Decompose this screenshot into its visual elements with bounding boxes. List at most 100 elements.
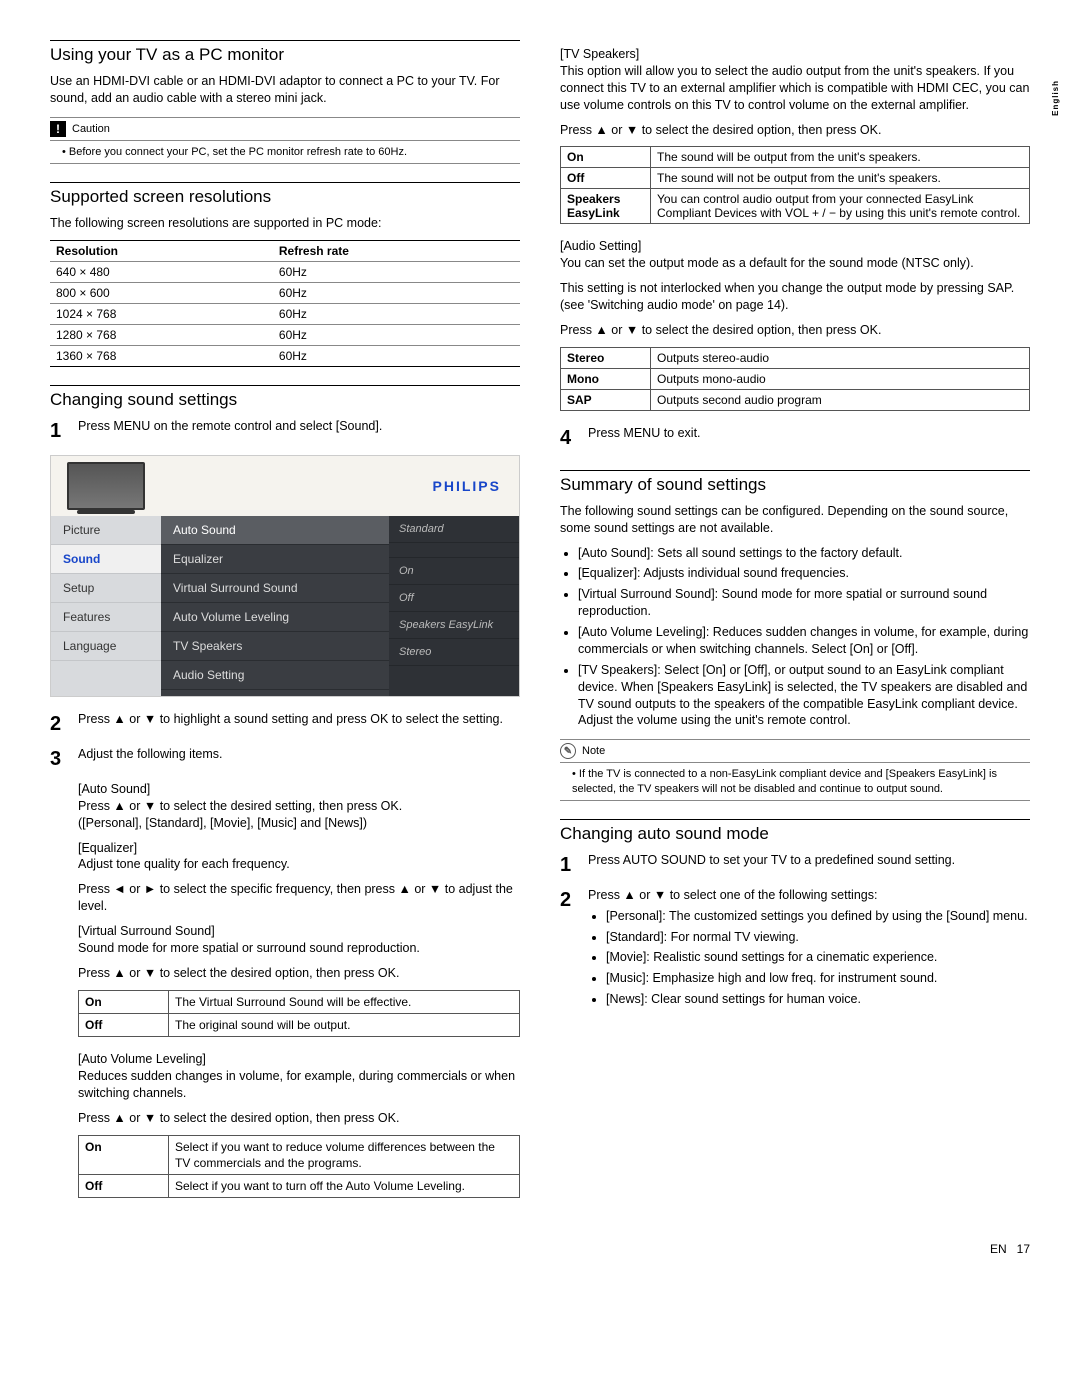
vss-table: OnThe Virtual Surround Sound will be eff…: [78, 990, 520, 1037]
page-columns: Using your TV as a PC monitor Use an HDM…: [50, 40, 1030, 1212]
step-1: 1Press MENU on the remote control and se…: [50, 418, 520, 445]
tv-speakers-table: OnThe sound will be output from the unit…: [560, 146, 1030, 224]
steps-list-cont: 2 Press ▲ or ▼ to highlight a sound setti…: [50, 711, 520, 773]
note-label: Note: [582, 745, 605, 757]
tv-submenu-item-selected: Auto Sound: [161, 516, 389, 545]
summary-intro: The following sound settings can be conf…: [560, 503, 1030, 537]
audio-setting-p2: This setting is not interlocked when you…: [560, 280, 1030, 314]
caution-header: ! Caution: [50, 118, 520, 141]
tv-speakers-p2: Press ▲ or ▼ to select the desired optio…: [560, 122, 1030, 139]
col-resolution: Resolution: [50, 240, 273, 261]
resolutions-intro: The following screen resolutions are sup…: [50, 215, 520, 232]
auto-step-1: 1Press AUTO SOUND to set your TV to a pr…: [560, 852, 1030, 879]
note-box: ✎ Note If the TV is connected to a non-E…: [560, 739, 1030, 801]
auto-options-list: [Personal]: The customized settings you …: [588, 908, 1030, 1008]
tv-menu-item: Language: [51, 632, 161, 661]
footer-page-number: 17: [1017, 1242, 1030, 1256]
list-item: [News]: Clear sound settings for human v…: [606, 991, 1030, 1008]
tv-speakers-section: [TV Speakers] This option will allow you…: [560, 46, 1030, 114]
table-row: SAPOutputs second audio program: [561, 389, 1030, 410]
list-item: [Movie]: Realistic sound settings for a …: [606, 949, 1030, 966]
tv-menu-screenshot: PHILIPS Picture Sound Setup Features Lan…: [50, 455, 520, 697]
resolutions-table: Resolution Refresh rate 640 × 48060Hz 80…: [50, 240, 520, 367]
avl-label: [Auto Volume Leveling]: [78, 1051, 520, 1068]
table-row: OnSelect if you want to reduce volume di…: [79, 1135, 520, 1174]
auto-step-2: 2 Press ▲ or ▼ to select one of the foll…: [560, 887, 1030, 1012]
step-2: 2 Press ▲ or ▼ to highlight a sound setti…: [50, 711, 520, 738]
step-number: 2: [50, 711, 68, 738]
list-item: [Auto Sound]: Sets all sound settings to…: [578, 545, 1030, 562]
auto-sound-p1: Press ▲ or ▼ to select the desired setti…: [78, 799, 402, 813]
note-icon: ✎: [560, 743, 576, 759]
step-number: 3: [50, 746, 68, 773]
list-item: [Music]: Emphasize high and low freq. fo…: [606, 970, 1030, 987]
col-refresh: Refresh rate: [273, 240, 520, 261]
heading-resolutions: Supported screen resolutions: [50, 182, 520, 207]
audio-setting-section: [Audio Setting] You can set the output m…: [560, 238, 1030, 272]
equalizer-p1: Adjust tone quality for each frequency.: [78, 857, 290, 871]
tv-left-menu: Picture Sound Setup Features Language: [51, 516, 161, 696]
heading-sound-settings: Changing sound settings: [50, 385, 520, 410]
brand-logo: PHILIPS: [433, 478, 501, 494]
table-row: OffThe sound will not be output from the…: [561, 168, 1030, 189]
table-row: 800 × 60060Hz: [50, 282, 520, 303]
tv-value: Standard: [389, 516, 519, 543]
vss-section: [Virtual Surround Sound] Sound mode for …: [78, 923, 520, 957]
step-body: Press ▲ or ▼ to select one of the follow…: [588, 887, 1030, 1012]
side-language-label: English: [1051, 80, 1060, 116]
caution-icon: !: [50, 121, 66, 137]
tv-submenu-item: Virtual Surround Sound: [161, 574, 389, 603]
avl-table: OnSelect if you want to reduce volume di…: [78, 1135, 520, 1199]
equalizer-p2: Press ◄ or ► to select the specific freq…: [78, 881, 520, 915]
tv-value: Off: [389, 585, 519, 612]
auto-sound-steps: 1Press AUTO SOUND to set your TV to a pr…: [560, 852, 1030, 1012]
table-row: 1360 × 76860Hz: [50, 345, 520, 366]
step-3: 3 Adjust the following items.: [50, 746, 520, 773]
tv-header: PHILIPS: [51, 456, 519, 516]
right-column: [TV Speakers] This option will allow you…: [560, 40, 1030, 1212]
tv-value: Speakers EasyLink: [389, 612, 519, 639]
step-4: 4Press MENU to exit.: [560, 425, 1030, 452]
avl-p2: Press ▲ or ▼ to select the desired optio…: [78, 1110, 520, 1127]
audio-setting-table: StereoOutputs stereo-audio MonoOutputs m…: [560, 347, 1030, 411]
table-row: StereoOutputs stereo-audio: [561, 347, 1030, 368]
step-number: 1: [50, 418, 68, 445]
tv-value: Stereo: [389, 639, 519, 666]
tv-thumbnail-icon: [67, 462, 145, 510]
table-row: OnThe Virtual Surround Sound will be eff…: [79, 990, 520, 1013]
avl-section: [Auto Volume Leveling] Reduces sudden ch…: [78, 1051, 520, 1102]
tv-mid-menu: Auto Sound Equalizer Virtual Surround So…: [161, 516, 389, 696]
tv-submenu-item: Auto Volume Leveling: [161, 603, 389, 632]
note-header: ✎ Note: [560, 740, 1030, 763]
list-item: [Virtual Surround Sound]: Sound mode for…: [578, 586, 1030, 620]
tv-menu-item: Features: [51, 603, 161, 632]
table-row: OnThe sound will be output from the unit…: [561, 147, 1030, 168]
table-row: 1280 × 76860Hz: [50, 324, 520, 345]
caution-box: ! Caution Before you connect your PC, se…: [50, 117, 520, 164]
tv-right-values: Standard On Off Speakers EasyLink Stereo: [389, 516, 519, 696]
tv-menu-item: Setup: [51, 574, 161, 603]
list-item: [Standard]: For normal TV viewing.: [606, 929, 1030, 946]
note-text: If the TV is connected to a non-EasyLink…: [560, 763, 1030, 800]
tv-body: Picture Sound Setup Features Language Au…: [51, 516, 519, 696]
table-row: OffThe original sound will be output.: [79, 1013, 520, 1036]
audio-setting-label: [Audio Setting]: [560, 238, 1030, 255]
tv-value: [389, 543, 519, 558]
footer-lang: EN: [990, 1242, 1007, 1256]
vss-p2: Press ▲ or ▼ to select the desired optio…: [78, 965, 520, 982]
tv-submenu-item: TV Speakers: [161, 632, 389, 661]
summary-list: [Auto Sound]: Sets all sound settings to…: [560, 545, 1030, 730]
step-4-list: 4Press MENU to exit.: [560, 425, 1030, 452]
table-row: OffSelect if you want to turn off the Au…: [79, 1174, 520, 1197]
step-text: Press ▲ or ▼ to highlight a sound settin…: [78, 711, 520, 738]
step-text: Adjust the following items.: [78, 746, 520, 773]
list-item: [Personal]: The customized settings you …: [606, 908, 1030, 925]
tv-submenu-item: Equalizer: [161, 545, 389, 574]
pc-monitor-text: Use an HDMI-DVI cable or an HDMI-DVI ada…: [50, 73, 520, 107]
table-row: MonoOutputs mono-audio: [561, 368, 1030, 389]
audio-setting-p3: Press ▲ or ▼ to select the desired optio…: [560, 322, 1030, 339]
vss-p1: Sound mode for more spatial or surround …: [78, 941, 420, 955]
list-item: [Equalizer]: Adjusts individual sound fr…: [578, 565, 1030, 582]
auto-sound-p2: ([Personal], [Standard], [Movie], [Music…: [78, 816, 367, 830]
tv-menu-item: Picture: [51, 516, 161, 545]
